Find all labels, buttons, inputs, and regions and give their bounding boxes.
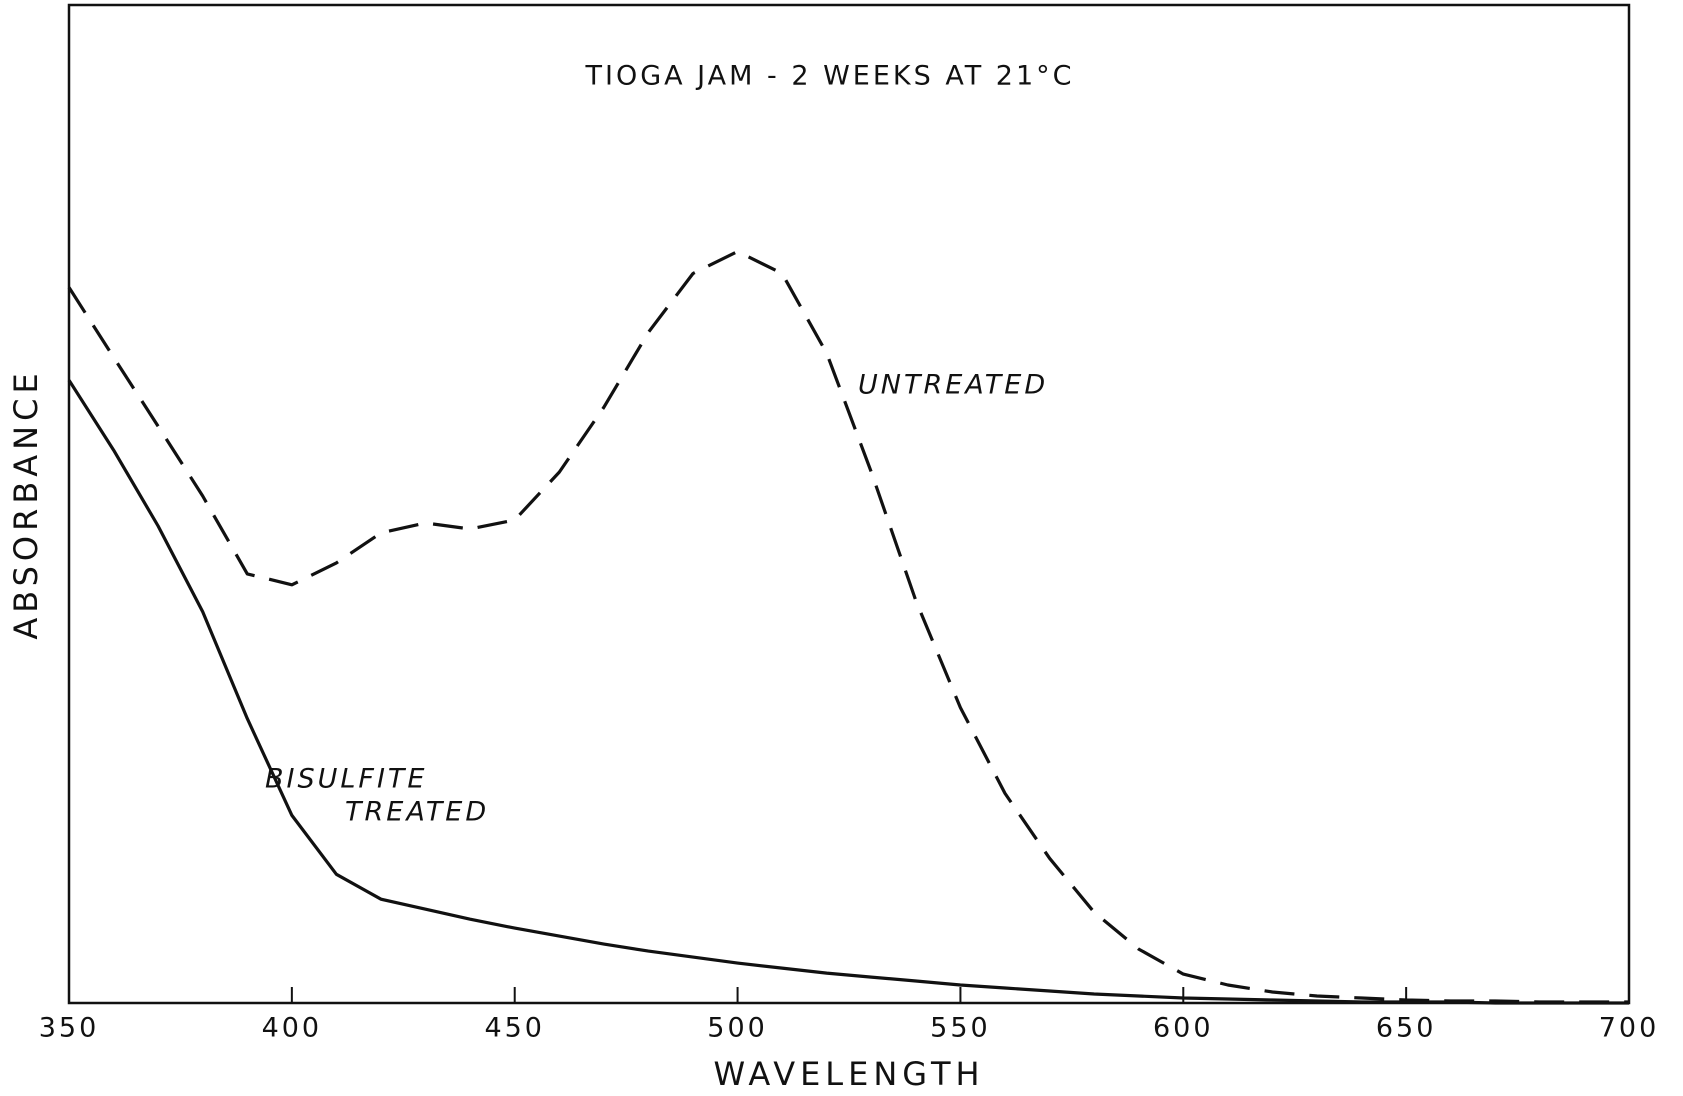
x-tick-label: 500 [707, 1013, 768, 1044]
annotation: TREATED [345, 797, 489, 828]
y-axis-label: ABSORBANCE [7, 368, 45, 639]
x-tick-label: 650 [1376, 1013, 1437, 1044]
x-tick-label: 400 [262, 1013, 323, 1044]
chart-title: TIOGA JAM - 2 WEEKS AT 21°C [584, 61, 1074, 92]
annotation: UNTREATED [858, 370, 1048, 401]
line [67, 249, 1629, 1004]
x-tick-label: 550 [930, 1013, 991, 1044]
x-tick-label: 600 [1153, 1013, 1214, 1044]
x-tick-label: 700 [1599, 1013, 1660, 1044]
annotation: BISULFITE [265, 764, 427, 795]
x-tick-label: 450 [484, 1013, 545, 1044]
x-axis-label: WAVELENGTH [713, 1055, 984, 1093]
x-tick-label: 350 [39, 1013, 100, 1044]
plot-frame [67, 3, 1631, 1005]
line [67, 379, 1629, 1005]
